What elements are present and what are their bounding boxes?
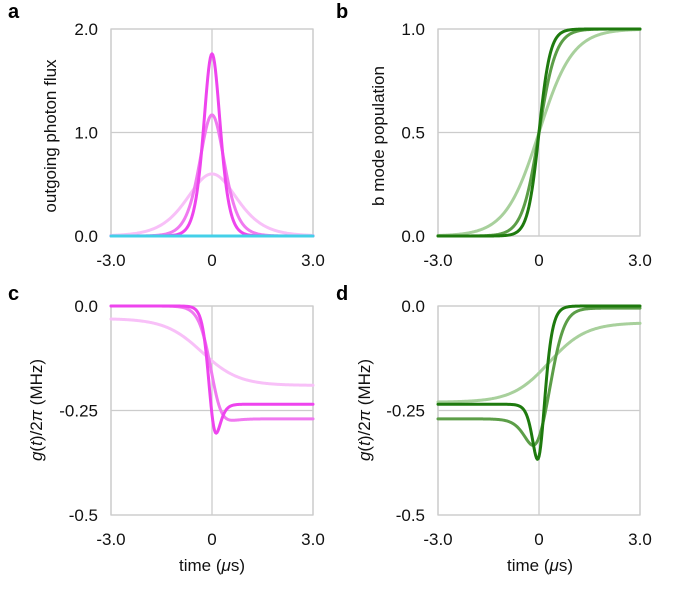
panel-d-series-mid	[436, 306, 642, 447]
panel-a-ytick-label-0: 0.0	[74, 227, 98, 246]
panel-b-letter: b	[336, 1, 348, 23]
panel-d-xtick-label-2: 3.0	[628, 530, 652, 549]
panel-d-ylabel: g(t)/2π (MHz)	[355, 359, 374, 461]
panel-b: b b mode population -3.0 0 3.0 0.0 0.5 1.0	[336, 1, 652, 270]
panel-a-letter: a	[8, 1, 20, 23]
panel-b-xtick-label-2: 3.0	[628, 251, 652, 270]
panel-c-xlabel: time (μs)	[179, 556, 245, 575]
panel-b-xtick-label-1: 0	[534, 251, 543, 270]
panel-c-xtick-label-0: -3.0	[96, 530, 125, 549]
panel-c: c g(t)/2π (MHz) time (μs) -3.0 0 3.0 -0.5 -0…	[8, 283, 325, 575]
panel-c-ytick-label-0: -0.5	[69, 506, 98, 525]
panel-d-plot: -3.0 0 3.0 -0.5 -0.25 0.0	[386, 297, 652, 549]
panel-c-ytick-label-2: 0.0	[74, 297, 98, 316]
panel-b-plot: -3.0 0 3.0 0.0 0.5 1.0	[401, 20, 651, 270]
panel-a-ytick-label-1: 1.0	[74, 124, 98, 143]
panel-d-ytick-label-0: -0.5	[396, 506, 425, 525]
panel-c-xtick-label-1: 0	[207, 530, 216, 549]
panel-c-ylabel: g(t)/2π (MHz)	[27, 359, 46, 461]
panel-a-ylabel: outgoing photon flux	[41, 59, 60, 213]
panel-b-frame	[437, 28, 641, 237]
panel-c-plot: -3.0 0 3.0 -0.5 -0.25 0.0	[59, 297, 325, 549]
panel-b-ylabel: b mode population	[369, 66, 388, 206]
panel-d-frame	[437, 305, 641, 516]
panel-d-xlabel: time (μs)	[507, 556, 573, 575]
panel-d-ytick-label-1: -0.25	[386, 402, 425, 421]
panel-b-series-dark	[436, 27, 642, 238]
panel-d-ytick-label-2: 0.0	[401, 297, 425, 316]
panel-c-series-dark	[109, 304, 315, 435]
panel-a-xtick-label-0: -3.0	[96, 251, 125, 270]
panel-d-series-dark	[436, 304, 642, 461]
panel-b-xtick-label-0: -3.0	[423, 251, 452, 270]
panel-c-letter: c	[8, 283, 19, 305]
panel-d-xtick-label-1: 0	[534, 530, 543, 549]
panel-b-ytick-label-2: 1.0	[401, 20, 425, 39]
panel-d-series-light	[436, 321, 642, 404]
panel-b-ytick-label-0: 0.0	[401, 227, 425, 246]
panel-a-series-light	[109, 172, 315, 237]
panel-d-xtick-label-0: -3.0	[423, 530, 452, 549]
panel-a-xtick-label-1: 0	[207, 251, 216, 270]
panel-a-xtick-label-2: 3.0	[301, 251, 325, 270]
panel-a: a outgoing photon flux -3.0 0 3.0 0.0 1.0 2.0	[8, 1, 325, 270]
panel-c-series-light	[109, 317, 315, 387]
panel-d: d g(t)/2π (MHz) time (μs) -3.0 0 3.0 -0.5 -0…	[336, 283, 652, 575]
panel-c-frame	[110, 305, 314, 516]
panel-c-xtick-label-2: 3.0	[301, 530, 325, 549]
panel-b-ytick-label-1: 0.5	[401, 124, 425, 143]
panel-d-letter: d	[336, 283, 348, 305]
panel-a-ytick-label-2: 2.0	[74, 20, 98, 39]
panel-a-plot: -3.0 0 3.0 0.0 1.0 2.0	[74, 20, 324, 270]
panel-c-ytick-label-1: -0.25	[59, 402, 98, 421]
